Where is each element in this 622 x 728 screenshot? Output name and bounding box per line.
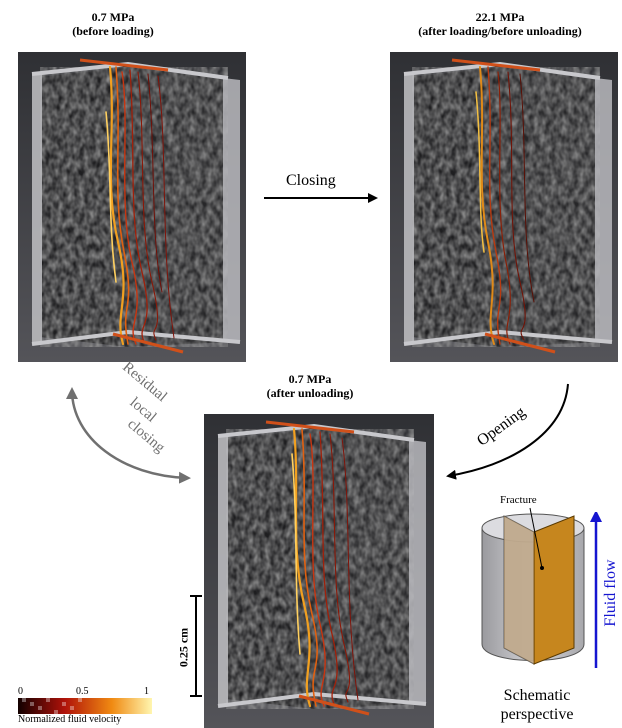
colorbar-caption: Normalized fluid velocity (18, 714, 122, 725)
scale-bar (190, 595, 202, 697)
panel-title-top-right: 22.1 MPa (after loading/before unloading… (380, 10, 620, 38)
colorbar-tick-half: 0.5 (76, 686, 89, 697)
state-label: (after loading/before unloading) (418, 24, 582, 38)
schematic-cylinder (481, 513, 585, 665)
closing-label: Closing (286, 172, 336, 189)
pressure-label: 22.1 MPa (475, 10, 525, 24)
pressure-label: 0.7 MPa (288, 372, 332, 386)
residual-closing-arrow (66, 387, 191, 484)
state-label: (before loading) (72, 24, 154, 38)
ct-volume-render (204, 414, 434, 728)
schematic-caption: Schematic perspective (462, 686, 612, 724)
pressure-label: 0.7 MPa (91, 10, 135, 24)
closing-arrow (264, 193, 378, 203)
schematic-caption-line-2: perspective (500, 706, 574, 723)
colorbar (18, 698, 152, 714)
fluid-flow-label: Fluid flow (602, 559, 619, 627)
fracture-pointer (529, 507, 544, 570)
fluid-flow-arrow (590, 512, 602, 668)
fracture-label: Fracture (500, 494, 537, 506)
opening-arrow (446, 383, 569, 480)
colorbar-tick-0: 0 (18, 686, 23, 697)
panel-title-bottom: 0.7 MPa (after unloading) (215, 372, 405, 400)
colorbar-tick-1: 1 (144, 686, 149, 697)
panel-title-top-left: 0.7 MPa (before loading) (18, 10, 208, 38)
ct-volume-panel-bottom (204, 414, 434, 728)
scale-bar-label: 0.25 cm (176, 627, 191, 668)
ct-volume-panel-top-left (18, 52, 246, 362)
ct-volume-panel-top-right (390, 52, 618, 362)
state-label: (after unloading) (266, 386, 354, 400)
ct-volume-render (18, 52, 246, 362)
ct-volume-render (390, 52, 618, 362)
schematic-caption-line-1: Schematic (503, 687, 571, 704)
